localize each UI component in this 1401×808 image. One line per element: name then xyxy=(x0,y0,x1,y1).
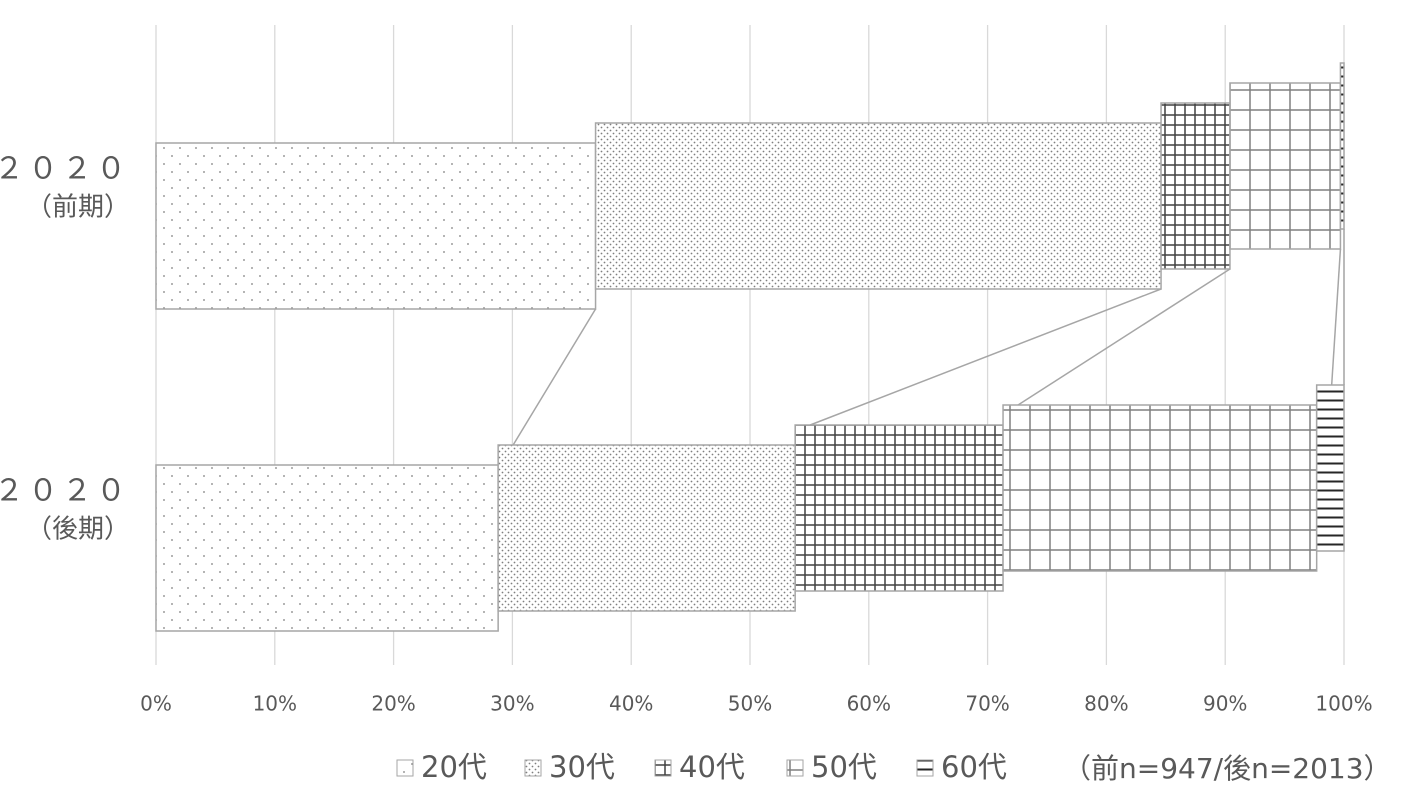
category-label: ２０２０ xyxy=(0,474,130,509)
connector-line xyxy=(1330,248,1342,386)
legend-swatch xyxy=(524,759,542,777)
x-tick-label: 70% xyxy=(965,692,1009,716)
x-tick-label: 30% xyxy=(490,692,534,716)
connector-line xyxy=(512,308,597,446)
legend-label: 60代 xyxy=(941,750,1007,784)
bar-segment xyxy=(794,424,1004,592)
bar-segment xyxy=(1160,102,1231,270)
bar-segment xyxy=(1002,404,1318,572)
bar-segment xyxy=(155,142,597,310)
legend-swatch xyxy=(396,759,414,777)
legend-label: 40代 xyxy=(679,750,745,784)
x-tick-label: 50% xyxy=(728,692,772,716)
legend-swatch xyxy=(654,759,672,777)
legend-label: 30代 xyxy=(549,750,615,784)
x-tick-label: 90% xyxy=(1203,692,1247,716)
category-label: （前期） xyxy=(26,193,130,223)
sample-note: （前n=947/後n=2013） xyxy=(1063,752,1392,785)
bar-segment xyxy=(497,444,796,612)
connector-line xyxy=(809,288,1162,426)
x-tick-label: 20% xyxy=(371,692,415,716)
x-tick-label: 100% xyxy=(1315,692,1372,716)
legend-label: 20代 xyxy=(421,750,487,784)
x-tick-label: 60% xyxy=(847,692,891,716)
x-tick-label: 80% xyxy=(1084,692,1128,716)
x-tick-label: 0% xyxy=(140,692,172,716)
category-label: ２０２０ xyxy=(0,152,130,187)
bar-segment xyxy=(1229,82,1342,250)
x-tick-label: 10% xyxy=(253,692,297,716)
connector-line xyxy=(1017,268,1231,406)
legend-swatch xyxy=(786,759,804,777)
category-label: （後期） xyxy=(26,515,130,545)
bar-segment xyxy=(594,122,1162,290)
legend-label: 50代 xyxy=(811,750,877,784)
bar-segment xyxy=(1339,62,1345,230)
bar-segment xyxy=(155,464,499,632)
x-tick-label: 40% xyxy=(609,692,653,716)
legend-swatch xyxy=(916,759,934,777)
bar-segment xyxy=(1315,384,1345,552)
